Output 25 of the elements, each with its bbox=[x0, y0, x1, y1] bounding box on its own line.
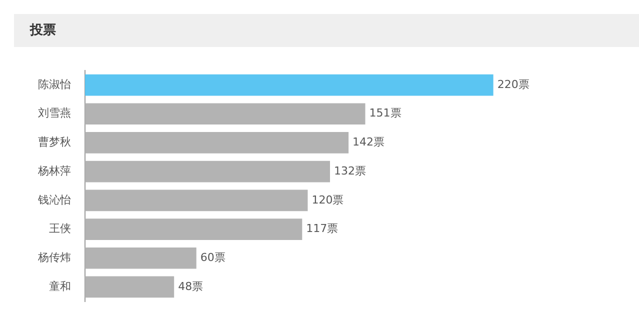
y-tick-label: 杨林萍 bbox=[37, 164, 71, 178]
y-tick-label: 童和 bbox=[49, 280, 71, 293]
bar bbox=[85, 160, 330, 182]
bar bbox=[85, 247, 196, 269]
data-label: 132票 bbox=[334, 164, 366, 178]
data-label: 117票 bbox=[306, 222, 338, 236]
bar bbox=[85, 74, 494, 96]
y-tick-label: 刘雪燕 bbox=[38, 106, 71, 120]
data-label: 220票 bbox=[497, 78, 530, 91]
y-tick-label: 曹梦秋 bbox=[38, 136, 71, 149]
bar bbox=[85, 218, 302, 240]
bar bbox=[85, 276, 174, 298]
data-label: 120票 bbox=[312, 193, 344, 206]
data-label: 151票 bbox=[369, 106, 402, 120]
bar bbox=[85, 132, 349, 154]
data-label: 142票 bbox=[352, 136, 385, 149]
bar bbox=[85, 190, 308, 212]
data-label: 60票 bbox=[200, 250, 226, 264]
bar bbox=[85, 103, 366, 125]
y-tick-label: 钱沁怡 bbox=[37, 193, 71, 206]
chart-title: 投票 bbox=[14, 14, 639, 47]
y-tick-label: 王侠 bbox=[49, 222, 71, 236]
data-label: 48票 bbox=[178, 280, 204, 293]
y-tick-label: 杨传炜 bbox=[37, 250, 71, 264]
y-tick-label: 陈淑怡 bbox=[38, 78, 71, 91]
